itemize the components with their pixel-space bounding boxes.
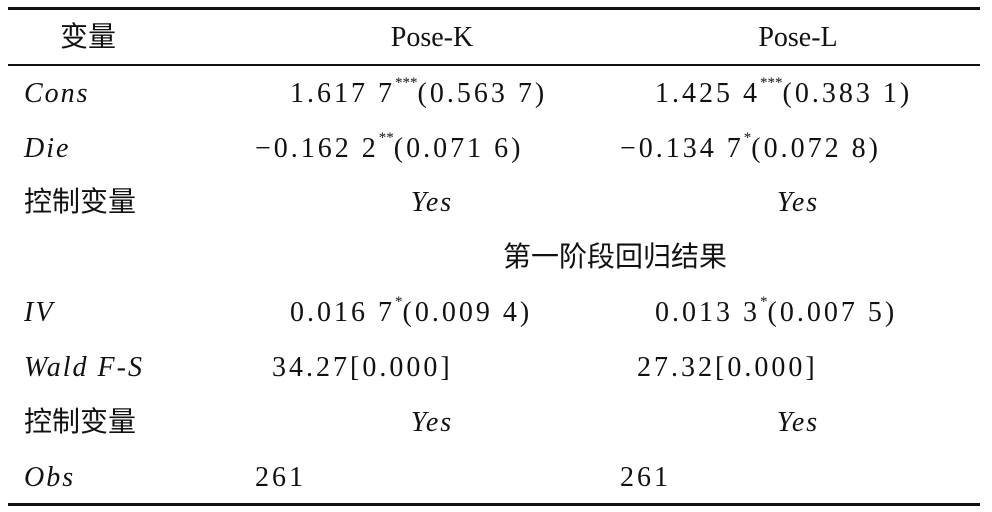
- coefficient: 27.32[0.000]: [637, 352, 818, 383]
- row-label: IV: [24, 297, 55, 328]
- coefficient: 34.27[0.000]: [272, 352, 453, 383]
- cell: 1.617 7***(0.563 7): [290, 76, 548, 109]
- significance: ***: [395, 75, 418, 91]
- standard-error: (0.007 5): [767, 297, 898, 328]
- significance: **: [378, 130, 394, 146]
- row-label: Obs: [24, 462, 76, 493]
- coefficient: 0.013 3: [655, 297, 760, 328]
- significance: ***: [760, 75, 783, 91]
- header-cell: Pose-L: [758, 22, 838, 53]
- cell: 261: [620, 464, 671, 492]
- cell: 1.425 4***(0.383 1): [655, 76, 913, 109]
- row-label: Die: [24, 133, 71, 164]
- standard-error: (0.071 6): [393, 133, 524, 164]
- significance: *: [743, 130, 752, 146]
- standard-error: (0.383 1): [782, 78, 913, 109]
- cell: Yes: [410, 187, 454, 218]
- header-rule: [8, 64, 980, 66]
- coefficient: 261: [620, 462, 671, 493]
- standard-error: (0.009 4): [402, 297, 533, 328]
- coefficient: 0.016 7: [290, 297, 395, 328]
- section-title: 第一阶段回归结果: [502, 242, 728, 273]
- coefficient: −0.134 7: [620, 133, 744, 164]
- standard-error: (0.563 7): [417, 78, 548, 109]
- cell: 261: [255, 464, 306, 492]
- cell: Yes: [776, 407, 820, 438]
- significance: *: [760, 294, 768, 310]
- header-cell: 变量: [59, 22, 117, 53]
- cell: −0.162 2**(0.071 6): [255, 131, 524, 164]
- standard-error: (0.072 8): [751, 133, 881, 164]
- top-rule: [8, 7, 980, 10]
- row-label: Cons: [24, 78, 90, 109]
- row-label: 控制变量: [24, 187, 137, 218]
- header-cell: Pose-K: [390, 22, 474, 53]
- significance: *: [395, 294, 403, 310]
- cell: 34.27[0.000]: [272, 354, 453, 382]
- cell: 27.32[0.000]: [637, 354, 818, 382]
- bottom-rule: [8, 503, 980, 506]
- coefficient: 261: [255, 462, 306, 493]
- coefficient: 1.425 4: [655, 78, 760, 109]
- row-label: Wald F-S: [24, 352, 144, 383]
- cell: 0.016 7*(0.009 4): [290, 295, 533, 328]
- coefficient: −0.162 2: [255, 133, 379, 164]
- row-label: 控制变量: [24, 407, 137, 438]
- cell: −0.134 7*(0.072 8): [620, 131, 881, 164]
- cell: Yes: [776, 187, 820, 218]
- cell: Yes: [410, 407, 454, 438]
- cell: 0.013 3*(0.007 5): [655, 295, 898, 328]
- coefficient: 1.617 7: [290, 78, 395, 109]
